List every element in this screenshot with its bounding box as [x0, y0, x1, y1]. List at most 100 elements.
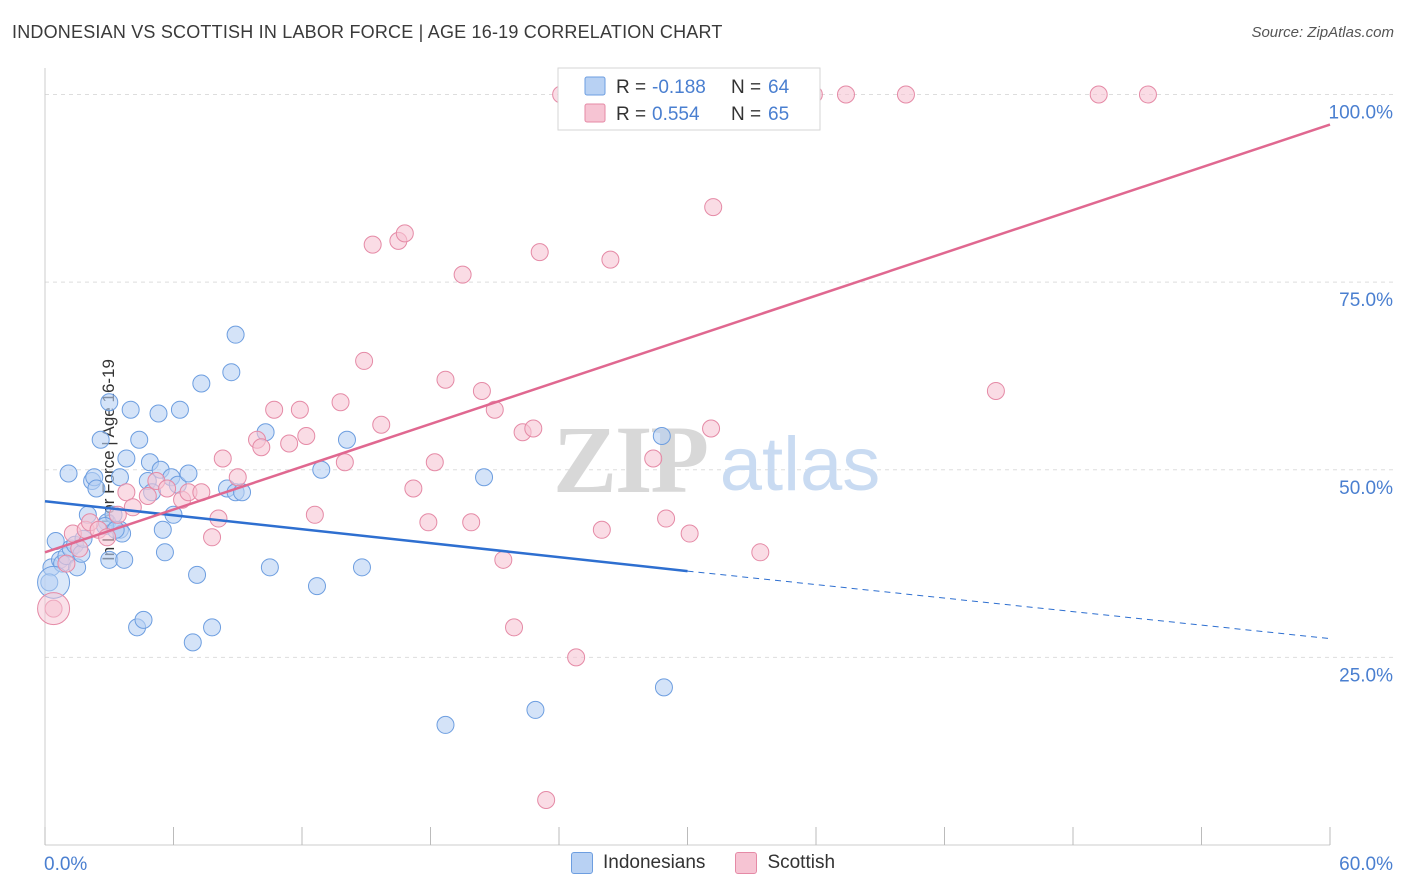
data-point	[462, 513, 481, 532]
trend-line-indonesians	[44, 500, 688, 573]
trend-line-indonesians-extension	[687, 570, 1331, 640]
data-point	[335, 453, 354, 472]
legend-item-indonesians[interactable]: Indonesians	[570, 852, 706, 874]
data-point	[567, 648, 586, 667]
data-point	[453, 265, 472, 284]
stats-r-label: R =	[616, 77, 646, 98]
data-point	[1138, 85, 1157, 104]
trend-line-scottish	[44, 123, 1331, 554]
y-tick-label: 25.0%	[1339, 665, 1393, 686]
legend-label-indonesians: Indonesians	[602, 852, 706, 873]
data-point	[896, 85, 915, 104]
data-point	[179, 464, 198, 483]
series-indonesians	[37, 325, 673, 734]
data-point	[652, 426, 671, 445]
data-point	[130, 430, 149, 449]
trend-lines	[44, 123, 1331, 640]
data-point	[260, 558, 279, 577]
stats-r-value: -0.188	[652, 77, 706, 98]
data-point	[526, 700, 545, 719]
data-point	[203, 618, 222, 637]
data-point	[222, 363, 241, 382]
data-point	[100, 550, 119, 569]
data-point	[228, 468, 247, 487]
data-point	[505, 618, 524, 637]
data-point	[680, 524, 699, 543]
data-point	[115, 550, 134, 569]
grid-lines	[45, 94, 1395, 658]
data-point	[59, 464, 78, 483]
data-point	[57, 554, 76, 573]
stats-n-label: N =	[731, 104, 761, 125]
data-point	[117, 449, 136, 468]
data-point	[149, 404, 168, 423]
data-point	[494, 550, 513, 569]
data-point	[472, 381, 491, 400]
data-point	[312, 460, 331, 479]
data-point	[475, 468, 494, 487]
data-point	[702, 419, 721, 438]
data-point	[644, 449, 663, 468]
legend-item-scottish[interactable]: Scottish	[735, 852, 835, 874]
data-point	[183, 633, 202, 652]
axes	[44, 68, 1331, 846]
data-point	[986, 381, 1005, 400]
data-point	[117, 483, 136, 502]
data-point	[280, 434, 299, 453]
data-point	[192, 374, 211, 393]
stats-legend: R = -0.188 N = 64 R = 0.554 N = 65	[557, 67, 821, 131]
legend-swatch-scottish	[735, 852, 758, 874]
data-point	[226, 325, 245, 344]
legend-swatch-indonesians	[570, 852, 593, 874]
series-legend: Indonesians Scottish	[0, 852, 1406, 874]
data-point	[138, 487, 157, 506]
data-point	[657, 509, 676, 528]
data-point	[87, 479, 106, 498]
data-point	[203, 528, 222, 547]
data-point	[337, 430, 356, 449]
data-point	[331, 393, 350, 412]
data-point	[485, 400, 504, 419]
data-point	[1089, 85, 1108, 104]
data-point	[654, 678, 673, 697]
x-tick-label-max: 60.0%	[1339, 854, 1393, 875]
data-point	[372, 415, 391, 434]
data-point	[91, 430, 110, 449]
data-point	[123, 498, 142, 517]
data-point	[395, 224, 414, 243]
data-point	[290, 400, 309, 419]
data-point	[153, 520, 172, 539]
data-point	[188, 565, 207, 584]
data-point	[436, 370, 455, 389]
data-point	[155, 543, 174, 562]
data-point	[704, 198, 723, 217]
data-point	[592, 520, 611, 539]
data-point	[252, 438, 271, 457]
chart-source: Source: ZipAtlas.com	[1251, 24, 1394, 41]
series-scottish	[37, 85, 1157, 809]
data-point	[158, 479, 177, 498]
data-point	[305, 505, 324, 524]
data-point	[524, 419, 543, 438]
data-point-large	[37, 592, 71, 626]
tick-labels: 25.0% 50.0% 75.0% 100.0% 0.0% 60.0%	[44, 103, 1393, 875]
data-point	[355, 351, 374, 370]
data-point	[265, 400, 284, 419]
data-point	[213, 449, 232, 468]
watermark-zip: ZIP	[553, 406, 707, 513]
x-tick-label-min: 0.0%	[44, 854, 87, 875]
stats-swatch	[584, 76, 606, 96]
data-point	[100, 393, 119, 412]
data-point	[425, 453, 444, 472]
stats-r-value: 0.554	[652, 104, 700, 125]
data-point	[436, 715, 455, 734]
watermark-atlas: atlas	[720, 422, 881, 507]
data-point	[363, 235, 382, 254]
stats-r-label: R =	[616, 104, 646, 125]
y-tick-label: 50.0%	[1339, 478, 1393, 499]
legend-label-scottish: Scottish	[767, 852, 836, 873]
data-point	[307, 577, 326, 596]
data-point	[352, 558, 371, 577]
data-point	[134, 610, 153, 629]
